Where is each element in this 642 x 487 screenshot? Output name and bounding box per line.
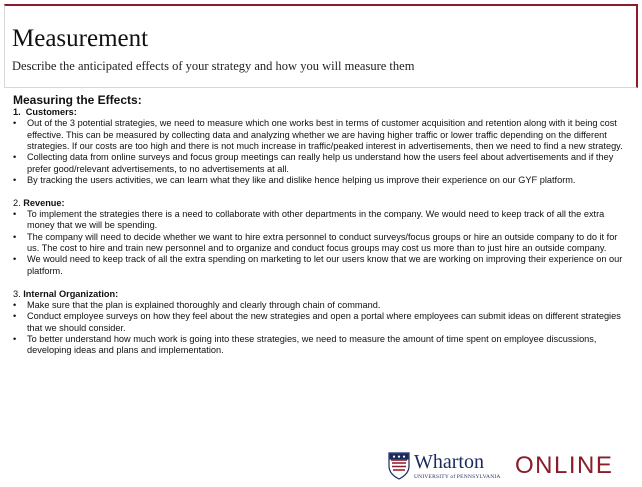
slide-body: Measuring the Effects: 1. Customers: Out… — [13, 93, 625, 357]
spacer — [13, 186, 625, 197]
bullet-item: We would need to keep track of all the e… — [13, 254, 625, 277]
bullet-item: To better understand how much work is go… — [13, 334, 625, 357]
section-label: Customers: — [25, 107, 77, 117]
section-number: 3. — [13, 288, 21, 299]
logo-online: ONLINE — [515, 452, 614, 479]
section-label: Revenue: — [23, 197, 65, 208]
logo-wordmark: Wharton — [414, 451, 484, 473]
section-heading-customers: 1. Customers: — [13, 107, 625, 118]
bullet-item: To implement the strategies there is a n… — [13, 209, 625, 232]
spacer — [13, 277, 625, 288]
bullet-item: Conduct employee surveys on how they fee… — [13, 311, 625, 334]
slide-title: Measurement — [12, 25, 149, 52]
body-heading: Measuring the Effects: — [13, 93, 142, 107]
logo-university: UNIVERSITY of PENNSYLVANIA — [414, 474, 501, 480]
bullet-item: The company will need to decide whether … — [13, 232, 625, 255]
wharton-online-logo: Wharton UNIVERSITY of PENNSYLVANIA ONLIN… — [386, 450, 626, 484]
penn-shield-icon — [388, 452, 410, 480]
section-heading-internal-organization: 3. Internal Organization: — [13, 289, 625, 300]
bullet-item: By tracking the users activities, we can… — [13, 175, 625, 187]
section-heading-revenue: 2. Revenue: — [13, 198, 625, 209]
bullet-item: Out of the 3 potential strategies, we ne… — [13, 118, 625, 152]
section-number: 2. — [13, 197, 21, 208]
slide-subtitle: Describe the anticipated effects of your… — [12, 59, 415, 73]
bullet-item: Collecting data from online surveys and … — [13, 152, 625, 175]
section-label: Internal Organization: — [23, 288, 119, 299]
title-frame — [4, 4, 638, 88]
bullet-item: Make sure that the plan is explained tho… — [13, 300, 625, 312]
section-number: 1. — [13, 107, 21, 117]
